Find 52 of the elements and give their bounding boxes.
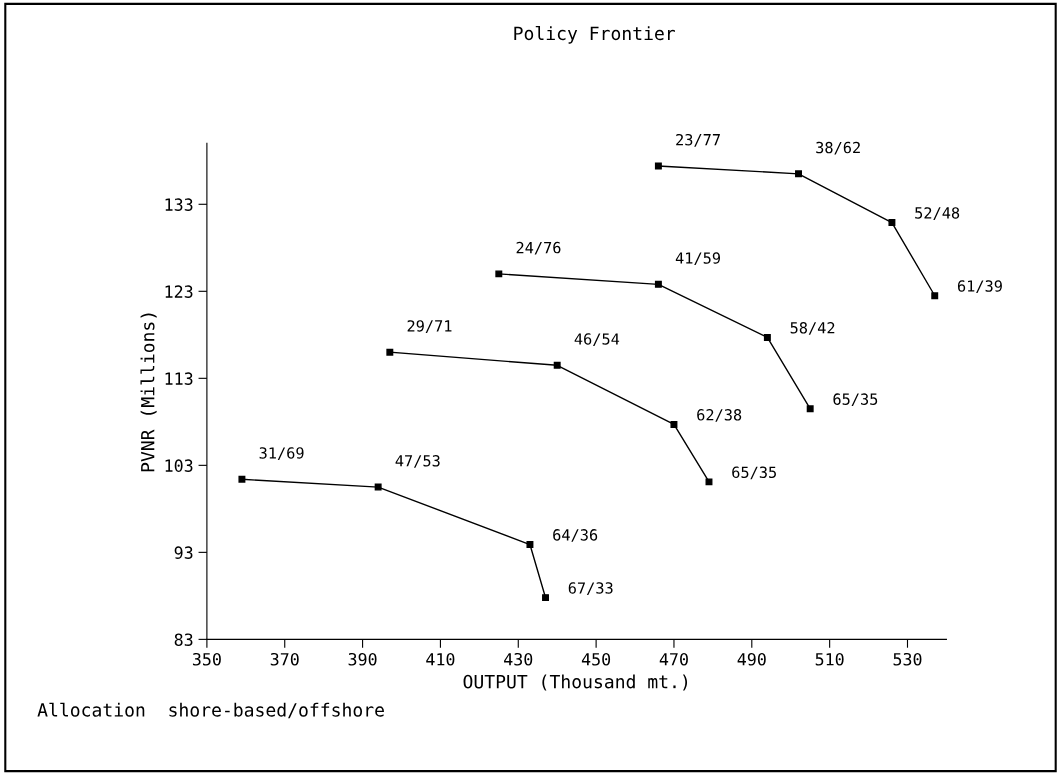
annotation: 62/38	[697, 409, 742, 422]
x-tick-label: 370	[270, 652, 299, 666]
annotation: 38/62	[816, 141, 860, 155]
annotation: 65/35	[833, 393, 878, 407]
annotation: 23/77	[676, 133, 720, 147]
x-tick-label: 410	[426, 652, 455, 666]
point	[795, 170, 802, 178]
annotation: 47/53	[395, 455, 440, 468]
x-tick-label: 470	[659, 652, 688, 666]
point	[542, 594, 549, 602]
x-tick-label: 490	[737, 652, 766, 666]
annotation: 31/69	[259, 447, 304, 460]
x-tick-label: 510	[815, 652, 844, 666]
annotation: 52/48	[915, 207, 960, 220]
annotation: 58/42	[790, 322, 835, 335]
point	[888, 219, 896, 227]
x-tick-label: 450	[581, 652, 611, 666]
text: Allocation shore-based/offshore	[37, 702, 384, 719]
point	[670, 420, 678, 428]
y-axis-title: PVNR (Millions)	[140, 313, 157, 472]
x-tick-label: 350	[192, 652, 221, 666]
annotation: 46/54	[574, 333, 620, 346]
annotation: 41/59	[675, 252, 721, 266]
y-tick-label: 113	[165, 372, 193, 385]
point	[806, 405, 814, 413]
y-tick-label: 93	[174, 546, 193, 559]
point	[495, 270, 503, 278]
point	[654, 162, 662, 170]
point	[386, 348, 394, 356]
x-tick-label: 430	[504, 652, 533, 666]
point	[553, 361, 561, 369]
y-tick-label: 133	[165, 198, 193, 211]
x-tick-label: 390	[348, 652, 377, 666]
annotation: 29/71	[407, 320, 452, 333]
chart-title: Policy Frontier	[514, 26, 675, 44]
annotation: 67/33	[568, 582, 613, 595]
annotation: 65/35	[732, 466, 776, 480]
y-tick-label: 83	[174, 633, 193, 646]
point	[705, 478, 713, 486]
point	[654, 280, 662, 288]
point	[238, 475, 246, 483]
point	[526, 541, 534, 548]
point	[931, 292, 939, 300]
point	[374, 483, 382, 491]
y-tick-label: 123	[165, 285, 193, 298]
annotation: 64/36	[553, 529, 598, 542]
x-tick-label: 530	[893, 652, 922, 666]
point	[763, 333, 771, 341]
x-axis-title: OUTPUT (Thousand mt.)	[463, 674, 688, 691]
annotation: 61/39	[957, 280, 1002, 293]
y-tick-label: 103	[165, 459, 193, 472]
annotation: 24/76	[516, 241, 561, 255]
